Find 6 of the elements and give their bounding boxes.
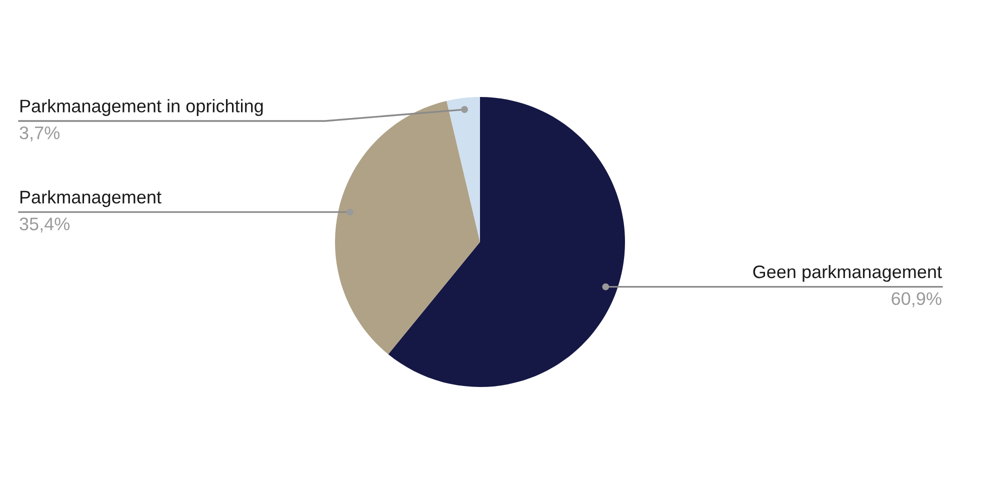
data-label: 3,7% bbox=[20, 126, 60, 142]
data-label: 35,4% bbox=[20, 218, 70, 232]
slice-label: Parkmanagement in oprichting bbox=[20, 99, 263, 116]
slice-label: Parkmanagement bbox=[20, 190, 162, 208]
data-label: 60,9% bbox=[892, 292, 942, 308]
slice-label: Geen parkmanagement bbox=[753, 264, 942, 282]
